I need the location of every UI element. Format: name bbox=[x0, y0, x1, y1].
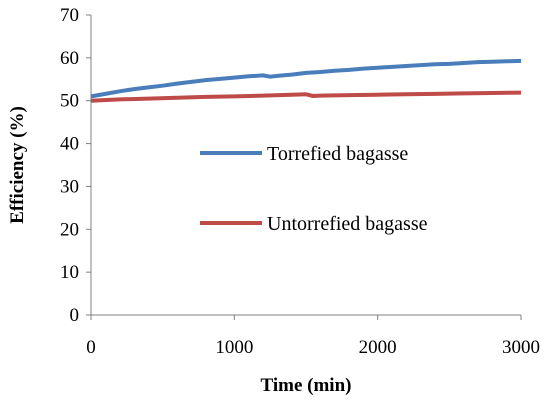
y-axis-title: Efficiency (%) bbox=[7, 106, 28, 224]
legend-label-torrefied: Torrefied bagasse bbox=[267, 143, 408, 165]
x-tick-label: 2000 bbox=[359, 337, 397, 358]
y-tick-label: 30 bbox=[60, 176, 79, 197]
series-line-untorrefied bbox=[90, 90, 522, 103]
y-tick-label: 20 bbox=[60, 219, 79, 240]
chart-legend: Torrefied bagasse Untorrefied bagasse bbox=[200, 143, 428, 235]
y-tick-label: 0 bbox=[70, 305, 80, 326]
y-tick-label: 70 bbox=[60, 5, 79, 26]
y-tick-label: 50 bbox=[60, 91, 79, 112]
x-tick-label: 1000 bbox=[215, 337, 253, 358]
x-axis-title: Time (min) bbox=[261, 375, 352, 396]
y-tick-label: 60 bbox=[60, 48, 79, 69]
chart-axes: 0 10 20 30 40 50 60 70 0 1000 2000 3000 bbox=[60, 5, 540, 358]
y-tick-label: 40 bbox=[60, 134, 79, 155]
chart-plot-area bbox=[90, 58, 522, 103]
x-tick-label: 3000 bbox=[502, 337, 540, 358]
legend-label-untorrefied: Untorrefied bagasse bbox=[267, 213, 428, 235]
x-tick-label: 0 bbox=[86, 337, 96, 358]
y-tick-label: 10 bbox=[60, 262, 79, 283]
series-line-torrefied bbox=[90, 58, 522, 99]
